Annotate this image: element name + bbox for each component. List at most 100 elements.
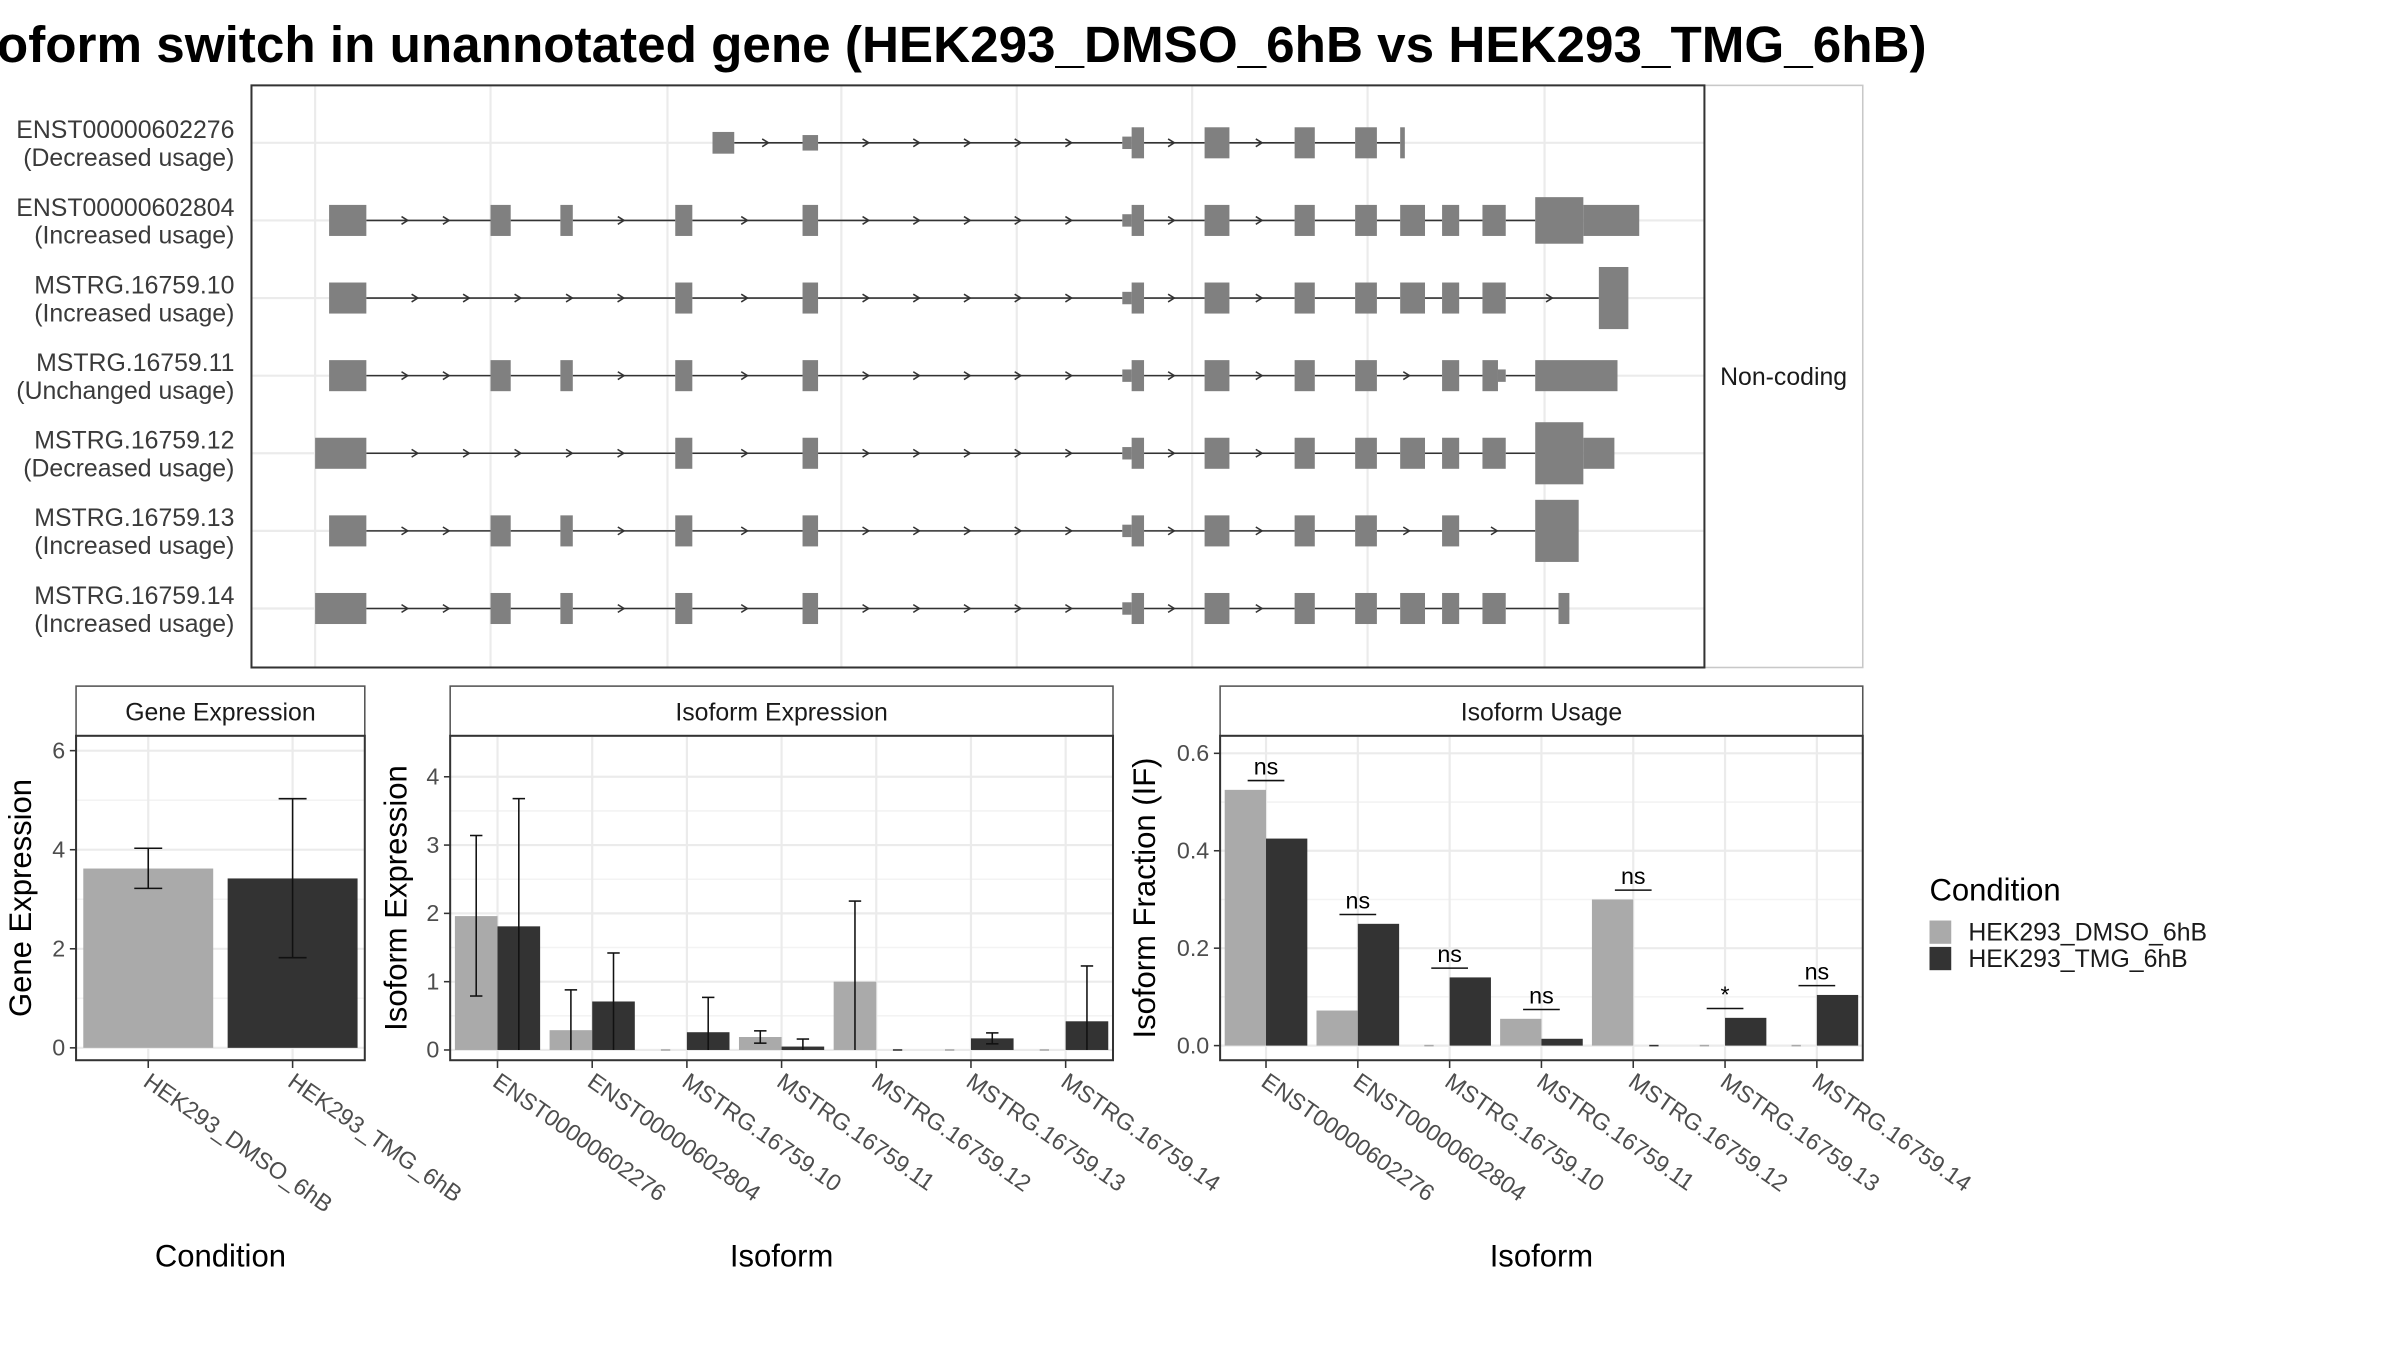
intron-direction-arrow (565, 293, 574, 303)
y-axis-title: Isoform Fraction (IF) (1127, 757, 1162, 1038)
transcript-usage-label: (Decreased usage) (23, 145, 234, 172)
error-bar (1080, 965, 1094, 1050)
exon-block (1583, 204, 1640, 236)
legend-swatch (1929, 946, 1952, 971)
exon-block (1442, 360, 1460, 392)
intron-direction-arrow (442, 603, 451, 614)
exon-block (802, 360, 819, 392)
exon-block (560, 204, 573, 236)
intron-direction-arrow (1064, 138, 1074, 148)
exon-block (315, 437, 367, 469)
exon-block (1400, 127, 1405, 159)
intron-direction-arrow (1167, 448, 1176, 458)
intron-direction-arrow (1014, 603, 1023, 614)
intron-direction-arrow (1014, 215, 1023, 225)
x-tick-label: MSTRG.16759.10 (678, 1068, 847, 1197)
error-bar (564, 989, 578, 1050)
transcript-usage-label: (Increased usage) (34, 611, 234, 638)
exon-block (1558, 592, 1570, 625)
exon-block (1442, 437, 1460, 469)
bar-MSTRG.16759.11-1 (1541, 1038, 1583, 1046)
exon-block (1482, 592, 1506, 625)
intron-direction-arrow (411, 448, 420, 458)
exon-block (1400, 282, 1426, 314)
bar-ENST00000602276-1 (1266, 838, 1308, 1046)
exon-block (1131, 437, 1145, 469)
transcript-id-label: MSTRG.16759.13 (34, 505, 234, 532)
exon-block (490, 592, 511, 625)
y-tick-label: 0 (426, 1037, 439, 1063)
exon-block (1294, 437, 1315, 469)
x-tick-label: MSTRG.16759.14 (1057, 1068, 1226, 1197)
panel-strip (449, 685, 1114, 737)
exon-block (1482, 282, 1506, 314)
intron-direction-arrow (617, 371, 626, 381)
exon-block (1122, 214, 1132, 227)
error-bar (607, 952, 620, 1050)
y-tick-label: 0.0 (1177, 1032, 1209, 1058)
exon-block (1294, 592, 1315, 625)
intron-direction-arrow (411, 293, 420, 303)
intron-direction-arrow (514, 448, 523, 458)
exon-block (1131, 282, 1145, 314)
intron-direction-arrow (862, 603, 871, 614)
y-tick-label: 0.4 (1177, 838, 1209, 864)
exon-block (802, 515, 819, 547)
exon-block (1122, 136, 1132, 150)
exon-block (1294, 515, 1315, 547)
intron-direction-arrow (1490, 526, 1499, 536)
exon-block (1400, 437, 1426, 469)
intron-direction-arrow (617, 603, 626, 614)
transcript-row-ENST00000602804 (329, 197, 1640, 244)
transcript-usage-label: (Decreased usage) (23, 456, 234, 483)
intron-direction-arrow (862, 138, 871, 148)
exon-block (1482, 437, 1506, 469)
significance-label: ns (1805, 958, 1830, 984)
intron-direction-arrow (617, 526, 626, 536)
intron-direction-arrow (912, 293, 921, 303)
intron-direction-arrow (1064, 526, 1074, 536)
exon-block (802, 592, 819, 625)
exon-block (1400, 592, 1426, 625)
exon-block (1122, 291, 1132, 305)
intron-direction-arrow (401, 526, 410, 536)
exon-block (1204, 437, 1230, 469)
error-bar (848, 900, 862, 1050)
error-bar (512, 797, 526, 1050)
exon-block (1294, 360, 1315, 392)
exon-block (1122, 524, 1132, 538)
intron-direction-arrow (963, 526, 972, 536)
exon-block (1122, 369, 1132, 382)
error-bar (796, 1038, 810, 1050)
intron-direction-arrow (401, 215, 410, 225)
exon-block (329, 360, 367, 392)
error-bar (134, 847, 163, 890)
intron-direction-arrow (1255, 448, 1264, 458)
significance-label: ns (1437, 941, 1462, 967)
y-tick-label: 1 (426, 968, 439, 994)
panel-border (75, 734, 366, 1062)
exon-block (675, 204, 693, 236)
transcript-id-label: MSTRG.16759.10 (34, 272, 234, 299)
legend-title: Condition (1930, 872, 2061, 907)
intron-direction-arrow (862, 371, 871, 381)
bar-MSTRG.16759.12-0 (1591, 899, 1634, 1046)
intron-direction-arrow (963, 138, 972, 148)
bar-ENST00000602804-0 (1316, 1010, 1358, 1046)
intron-direction-arrow (1064, 371, 1074, 381)
transcript-row-MSTRG.16759.10 (329, 266, 1629, 330)
x-axis-title: Condition (155, 1239, 286, 1274)
intron-direction-arrow (514, 293, 523, 303)
transcript-row-MSTRG.16759.14 (315, 592, 1570, 625)
exon-block (1204, 360, 1230, 392)
significance-label: ns (1254, 753, 1279, 779)
exon-block (1583, 437, 1615, 469)
transcript-id-label: MSTRG.16759.14 (34, 583, 234, 610)
exon-block (675, 282, 693, 314)
transcript-row-MSTRG.16759.11 (329, 360, 1618, 392)
intron-direction-arrow (1167, 526, 1176, 536)
transcript-row-MSTRG.16759.12 (315, 422, 1615, 485)
y-axis-title: Isoform Expression (379, 765, 414, 1031)
